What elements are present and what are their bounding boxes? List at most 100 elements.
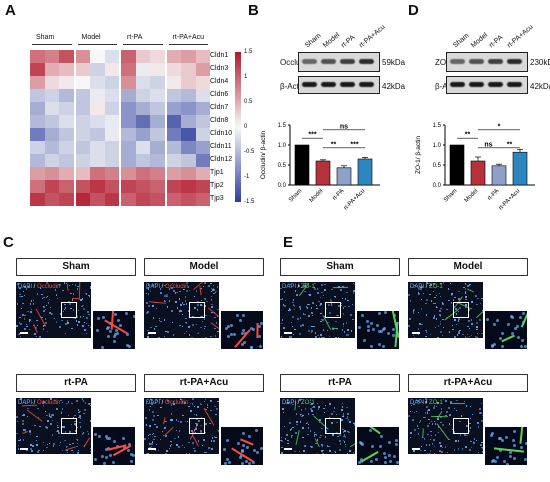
- band: [488, 59, 503, 64]
- stain-dapi: DAPI: [410, 400, 425, 406]
- nucleus-dot: [48, 412, 51, 415]
- nucleus-dot: [147, 434, 150, 437]
- nucleus-dot: [74, 414, 76, 417]
- nucleus-dot: [16, 325, 18, 327]
- heatmap-cell: [181, 115, 196, 128]
- nucleus-dot: [60, 410, 63, 413]
- nucleus-dot: [29, 430, 31, 432]
- nucleus-dot: [31, 401, 34, 404]
- heatmap-cell: [75, 115, 90, 128]
- nucleus-dot: [113, 339, 117, 343]
- nucleus-dot: [260, 447, 263, 451]
- nucleus-dot: [164, 300, 166, 303]
- heatmap-cell: [181, 154, 196, 167]
- nucleus-dot: [199, 403, 202, 405]
- nucleus-dot: [23, 314, 26, 317]
- nucleus-dot: [426, 452, 429, 454]
- nucleus-dot: [321, 284, 323, 286]
- nucleus-dot: [369, 460, 373, 464]
- nucleus-dot: [316, 453, 319, 454]
- heatmap-cell: [150, 63, 165, 76]
- zo1-inset: [356, 426, 400, 466]
- nucleus-dot: [436, 306, 438, 309]
- y-axis-label: Occludin/ β-actin: [260, 130, 267, 179]
- nucleus-dot: [499, 449, 503, 453]
- nucleus-dot: [238, 455, 242, 459]
- nucleus-dot: [59, 326, 61, 328]
- nucleus-dot: [418, 288, 420, 290]
- nucleus-dot: [87, 324, 90, 327]
- nucleus-dot: [210, 440, 213, 442]
- nucleus-dot: [432, 290, 435, 293]
- nucleus-dot: [477, 451, 480, 454]
- heatmap-cell: [104, 102, 119, 115]
- occludin-image: DAPI / Occludin: [16, 282, 91, 338]
- nucleus-dot: [341, 297, 344, 300]
- nucleus-dot: [20, 307, 23, 310]
- heatmap-cell: [121, 154, 136, 167]
- nucleus-dot: [217, 400, 219, 403]
- nucleus-dot: [437, 402, 439, 404]
- nucleus-dot: [350, 330, 353, 332]
- nucleus-dot: [371, 328, 375, 332]
- nucleus-dot: [321, 444, 323, 446]
- nucleus-dot: [64, 439, 66, 442]
- stain-sep: /: [160, 400, 166, 406]
- heatmap-cell: [121, 180, 136, 193]
- nucleus-dot: [470, 319, 473, 321]
- x-tick-label: Sham: [443, 188, 458, 203]
- band: [359, 82, 374, 87]
- nucleus-dot: [512, 456, 516, 460]
- nucleus-dot: [366, 324, 370, 328]
- nucleus-dot: [321, 336, 323, 338]
- nucleus-dot: [213, 440, 215, 442]
- nucleus-dot: [339, 449, 341, 451]
- nucleus-dot: [394, 439, 398, 443]
- nucleus-dot: [335, 413, 338, 416]
- nucleus-dot: [310, 445, 312, 448]
- nucleus-dot: [342, 323, 345, 325]
- nucleus-dot: [387, 331, 391, 335]
- nucleus-dot: [325, 431, 327, 433]
- nucleus-dot: [453, 449, 456, 451]
- nucleus-dot: [281, 452, 283, 454]
- nucleus-dot: [427, 433, 429, 436]
- nucleus-dot: [28, 320, 31, 323]
- nucleus-dot: [323, 407, 325, 410]
- nucleus-dot: [176, 291, 178, 294]
- nucleus-dot: [434, 434, 437, 436]
- nucleus-dot: [340, 302, 343, 305]
- nucleus-dot: [334, 296, 337, 298]
- nucleus-dot: [82, 315, 85, 318]
- nucleus-dot: [281, 440, 283, 442]
- nucleus-dot: [343, 331, 346, 333]
- nucleus-dot: [81, 433, 84, 435]
- nucleus-dot: [18, 439, 20, 442]
- nucleus-dot: [302, 436, 304, 439]
- nucleus-dot: [458, 290, 460, 293]
- nucleus-dot: [114, 332, 118, 336]
- nucleus-dot: [281, 322, 283, 325]
- heatmap-cell: [59, 63, 74, 76]
- nucleus-dot: [25, 323, 28, 326]
- nucleus-dot: [253, 448, 256, 452]
- nucleus-dot: [184, 300, 187, 302]
- nucleus-dot: [493, 460, 497, 464]
- heatmap-cell: [150, 102, 165, 115]
- nucleus-dot: [311, 325, 313, 328]
- lane-label: rt-PA: [340, 34, 357, 50]
- nucleus-dot: [205, 423, 207, 425]
- nucleus-dot: [145, 417, 147, 419]
- nucleus-dot: [154, 435, 156, 438]
- y-tick-label: 0.0: [433, 183, 442, 189]
- nucleus-dot: [429, 438, 432, 441]
- nucleus-dot: [384, 311, 388, 315]
- nucleus-dot: [344, 430, 346, 432]
- heatmap-cell: [166, 128, 181, 141]
- nucleus-dot: [430, 434, 433, 437]
- nucleus-dot: [520, 338, 524, 342]
- nucleus-dot: [315, 336, 317, 338]
- nucleus-dot: [296, 294, 298, 296]
- nucleus-dot: [310, 331, 313, 334]
